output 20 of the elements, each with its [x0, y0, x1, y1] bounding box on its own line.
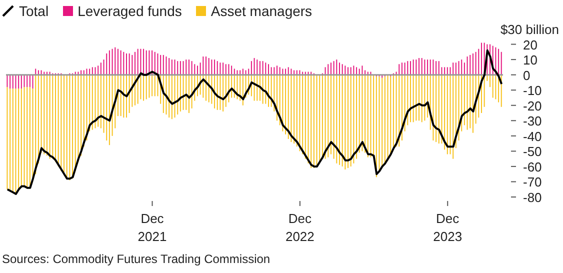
legend-label: Asset managers [210, 3, 312, 19]
x-tick-label: Dec 2023 [433, 211, 462, 244]
y-tick-label: -50 [523, 144, 542, 160]
line-series [6, 49, 503, 195]
y-tick-label: 0 [523, 68, 530, 83]
x-tick-label: Dec 2021 [138, 211, 167, 244]
y-tick-label: -60 [523, 159, 542, 174]
y-tick-label: -20 [523, 98, 542, 114]
y-tick-label: $30 billion [500, 22, 559, 37]
y-tick-label: -10 [523, 83, 542, 98]
x-tick-label: Dec 2022 [285, 211, 314, 244]
y-tick-label: 10 [523, 52, 538, 68]
legend-label: Leveraged funds [78, 3, 182, 19]
y-tick-label: -70 [523, 174, 542, 190]
y-tick-label: 20 [523, 37, 538, 52]
y-tick-label: -30 [523, 114, 542, 129]
legend-label: Total [19, 3, 49, 19]
y-tick-label: -80 [523, 190, 542, 205]
y-tick-label: -40 [523, 128, 542, 144]
source-note: Sources: Commodity Futures Trading Commission [2, 252, 270, 266]
